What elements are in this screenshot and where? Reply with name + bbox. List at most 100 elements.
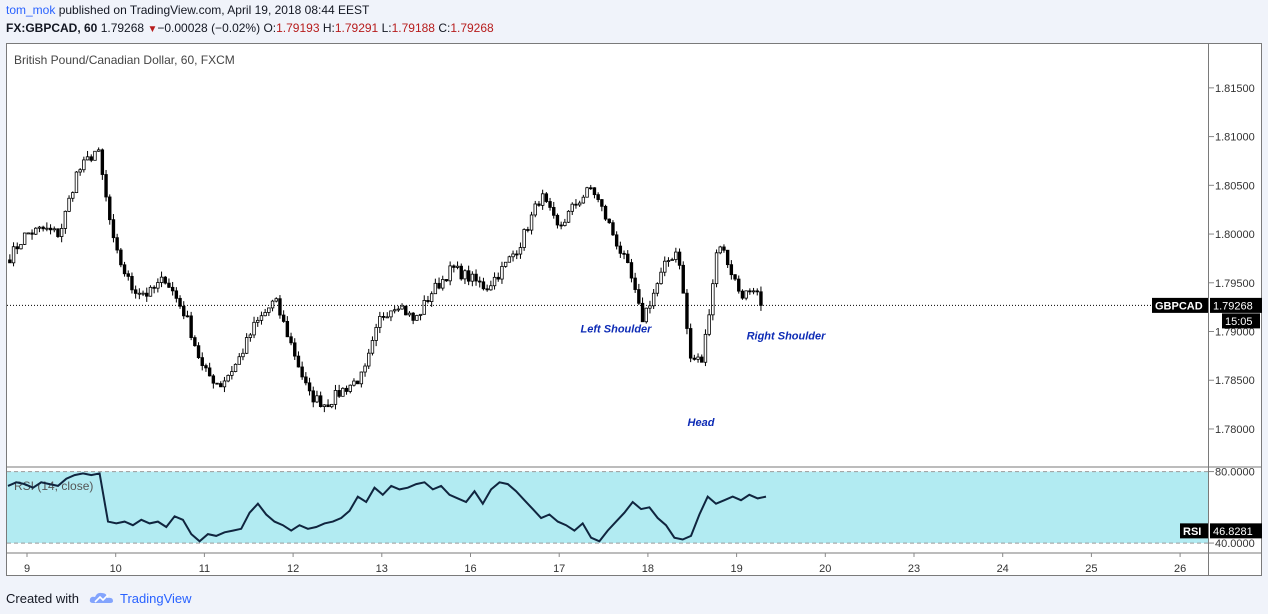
candle	[141, 290, 145, 297]
candle	[333, 384, 338, 410]
candle	[533, 200, 537, 218]
candle	[503, 261, 508, 268]
candle	[63, 210, 68, 234]
candle	[137, 288, 142, 300]
y-tick-label: 1.81000	[1215, 132, 1255, 144]
candle	[59, 223, 64, 243]
candle	[204, 363, 208, 372]
candle	[415, 314, 419, 321]
candle	[122, 261, 127, 277]
annotation-right-shoulder: Right Shoulder	[747, 330, 827, 342]
x-tick-label: 13	[376, 563, 388, 575]
candle	[481, 277, 486, 291]
candle	[500, 261, 504, 284]
candle	[455, 261, 460, 270]
candle	[89, 154, 93, 163]
candle	[404, 305, 408, 316]
candle	[518, 242, 523, 259]
candle	[748, 288, 752, 295]
y-tick-label: 1.80500	[1215, 180, 1255, 192]
x-tick-label: 11	[199, 563, 210, 575]
candle	[640, 297, 645, 323]
candle	[418, 313, 423, 321]
candle	[355, 380, 360, 385]
candle	[256, 316, 260, 327]
y-tick-label: 1.79500	[1215, 278, 1255, 290]
candle	[248, 332, 253, 342]
candle	[659, 267, 663, 285]
candle	[126, 270, 130, 281]
candle	[182, 301, 186, 320]
candle	[459, 263, 463, 281]
candle	[104, 169, 108, 202]
candle	[237, 353, 241, 365]
candle	[82, 156, 86, 173]
candle	[577, 200, 582, 207]
candle	[563, 218, 567, 227]
open-value: 1.79193	[276, 21, 320, 35]
candle	[703, 329, 708, 367]
candle	[378, 311, 382, 334]
y-tick-label: 1.81500	[1215, 83, 1255, 95]
rsi-tag-label: RSI	[1183, 526, 1201, 538]
candle	[300, 361, 304, 380]
x-tick-label: 20	[819, 563, 831, 575]
candle	[252, 316, 256, 339]
candle	[392, 305, 397, 314]
candle	[437, 277, 441, 290]
candle	[492, 272, 497, 290]
candle	[711, 279, 715, 321]
candle	[37, 225, 42, 233]
candle	[725, 249, 730, 268]
candle	[189, 311, 193, 341]
candle	[585, 186, 589, 198]
candle	[193, 335, 197, 347]
candle	[744, 290, 748, 301]
price-tag-countdown: 15:05	[1225, 316, 1253, 328]
candle	[463, 269, 467, 285]
tradingview-link[interactable]: TradingView	[120, 591, 192, 606]
candle	[618, 241, 623, 258]
candle	[681, 261, 685, 294]
candle	[363, 363, 367, 377]
y-tick-label: 1.78500	[1215, 375, 1255, 387]
candle	[552, 201, 556, 219]
y-tick-label: 1.79000	[1215, 327, 1255, 339]
candle	[474, 269, 478, 286]
candle	[733, 274, 737, 281]
candle	[407, 311, 412, 317]
candle	[207, 362, 212, 377]
candle	[548, 197, 552, 211]
candle	[651, 288, 656, 310]
candle	[285, 316, 290, 338]
candle	[278, 295, 282, 319]
candle	[685, 289, 689, 335]
candle	[614, 231, 619, 250]
footer: Created with TradingView	[6, 589, 192, 606]
x-tick-label: 9	[24, 563, 30, 575]
candle	[74, 171, 79, 194]
created-with-text: Created with	[6, 591, 79, 606]
candle	[433, 278, 438, 295]
candle	[93, 150, 97, 161]
rsi-tag-value-bg	[1210, 523, 1262, 539]
chart-title: British Pound/Canadian Dollar, 60, FXCM	[14, 53, 235, 67]
candle	[226, 374, 230, 383]
candle	[470, 271, 475, 287]
candle	[381, 312, 386, 321]
author-link[interactable]: tom_mok	[6, 3, 56, 17]
tradingview-cloud-icon	[89, 592, 113, 603]
candle	[185, 310, 190, 318]
candle	[85, 150, 90, 161]
candle	[755, 288, 759, 296]
down-arrow-icon: ▼	[147, 24, 158, 35]
x-tick-label: 26	[1174, 563, 1186, 575]
candle	[688, 323, 693, 363]
candle	[270, 299, 275, 312]
candle	[296, 351, 301, 368]
symbol-label: FX:GBPCAD, 60	[6, 21, 98, 35]
candle	[67, 195, 71, 213]
candle	[115, 233, 119, 254]
candle	[119, 247, 123, 268]
price-tag-symbol: GBPCAD	[1155, 300, 1203, 312]
